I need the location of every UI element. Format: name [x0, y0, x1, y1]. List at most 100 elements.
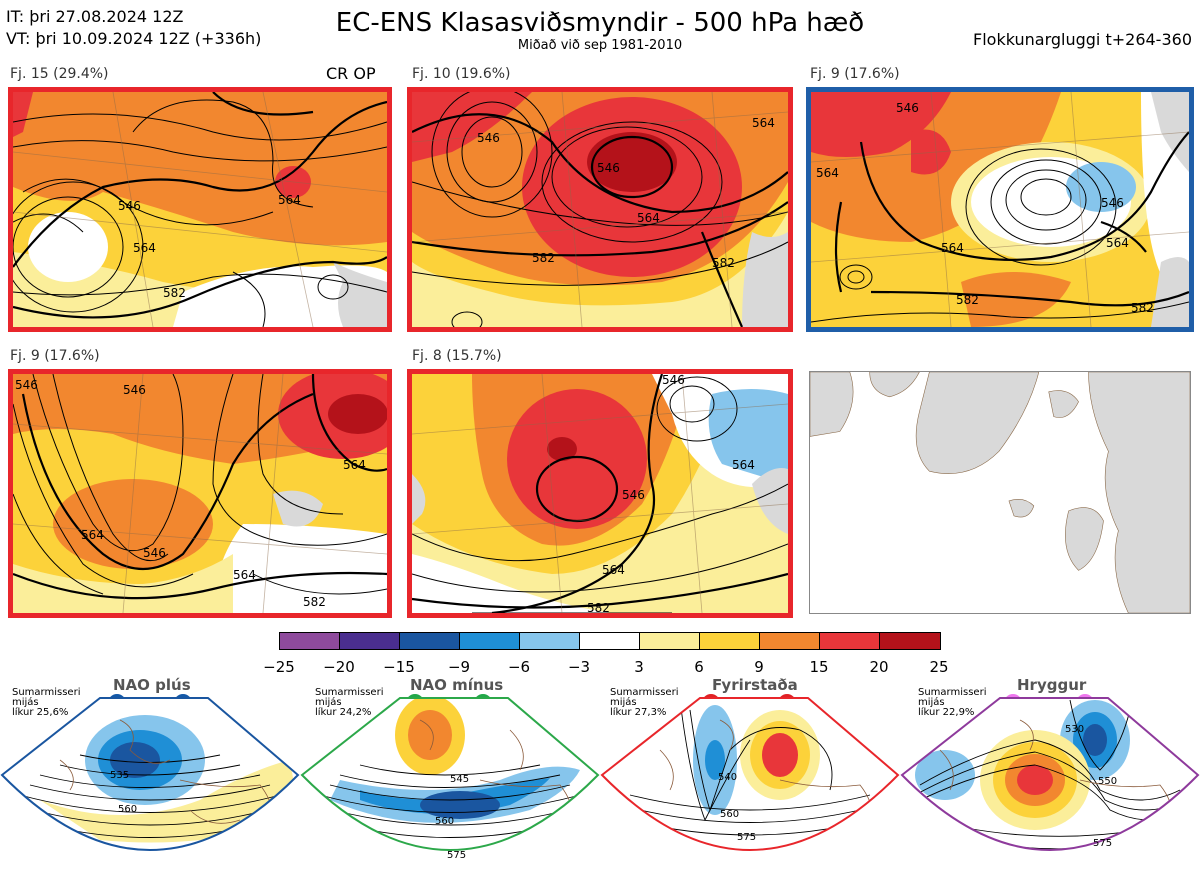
- regime-3-title: Fyrirstaða: [712, 676, 798, 694]
- contour-label: 546: [118, 199, 141, 213]
- contour-label: 582: [163, 286, 186, 300]
- regime-contour-label: 550: [1098, 776, 1117, 787]
- regime-2-title: NAO mínus: [410, 676, 504, 694]
- contour-label: 582: [532, 251, 555, 265]
- contour-label: 564: [637, 211, 660, 225]
- colorbar-cell: [399, 632, 460, 650]
- regime-3-note: Sumarmisseri mijás líkur 27,3%: [610, 688, 678, 718]
- regime-1-title: NAO plús: [113, 676, 191, 694]
- colorbar-tick: 6: [694, 658, 704, 676]
- colorbar: [279, 632, 941, 650]
- colorbar-tick: −20: [323, 658, 355, 676]
- colorbar-cell: [579, 632, 640, 650]
- colorbar-tick: 9: [754, 658, 764, 676]
- regime-contour-label: 530: [1065, 724, 1084, 735]
- regime-season: Sumarmisseri: [315, 687, 384, 698]
- contour-label: 546: [15, 378, 38, 392]
- cluster-map-4[interactable]: 546 546 564 564 546 564 582: [8, 369, 392, 618]
- regime-probability: líkur 24,2%: [315, 707, 372, 718]
- contour-label: 582: [303, 595, 326, 609]
- page-title: EC-ENS Klasasviðsmyndir - 500 hPa hæð: [335, 8, 865, 38]
- colorbar-tick: −9: [447, 658, 471, 676]
- contour-label: 546: [1101, 196, 1124, 210]
- classification-window: Flokkunargluggi t+264-360: [973, 30, 1192, 49]
- colorbar-tick: 3: [634, 658, 644, 676]
- regime-contour-label: 560: [118, 804, 137, 815]
- contour-label: 564: [81, 528, 104, 542]
- panel-1-tag: CR OP: [326, 64, 376, 83]
- panel-3-label: Fj. 9 (17.6%): [810, 66, 900, 82]
- regime-contour-label: 575: [737, 832, 756, 843]
- colorbar-tick: −6: [507, 658, 531, 676]
- contour-label: 546: [143, 546, 166, 560]
- regime-map-nao-minus[interactable]: 545 560 575: [300, 690, 600, 871]
- cluster-map-1[interactable]: 546 564 564 582: [8, 87, 392, 332]
- regime-anchor: mijás: [918, 697, 945, 708]
- regime-4-note: Sumarmisseri mijás líkur 22,9%: [918, 688, 986, 718]
- colorbar-cell: [879, 632, 941, 650]
- contour-label: 582: [712, 256, 735, 270]
- regime-probability: líkur 22,9%: [918, 707, 975, 718]
- contour-label: 582: [956, 293, 979, 307]
- contour-label: 564: [133, 241, 156, 255]
- regime-contour-label: 545: [450, 774, 469, 785]
- regime-contour-label: 560: [435, 816, 454, 827]
- contour-label: 546: [123, 383, 146, 397]
- regime-map-blocking[interactable]: 540 560 575: [600, 690, 900, 871]
- initial-time: IT: þri 27.08.2024 12Z: [6, 7, 184, 26]
- contour-label: 564: [602, 563, 625, 577]
- contour-label: 546: [622, 488, 645, 502]
- colorbar-cell: [759, 632, 820, 650]
- colorbar-cell: [279, 632, 340, 650]
- colorbar-tick: −3: [567, 658, 591, 676]
- panel-1-label: Fj. 15 (29.4%): [10, 66, 109, 82]
- colorbar-tick: 20: [869, 658, 889, 676]
- regime-2-note: Sumarmisseri mijás líkur 24,2%: [315, 688, 383, 718]
- colorbar-cell: [639, 632, 700, 650]
- regime-anchor: mijás: [610, 697, 637, 708]
- regime-contour-label: 575: [447, 850, 466, 861]
- valid-time: VT: þri 10.09.2024 12Z (+336h): [6, 29, 262, 48]
- header-info: IT: þri 27.08.2024 12Z VT: þri 10.09.202…: [6, 6, 261, 50]
- contour-label: 546: [477, 131, 500, 145]
- regime-probability: líkur 25,6%: [12, 707, 69, 718]
- regime-contour-label: 540: [718, 772, 737, 783]
- contour-label: 564: [233, 568, 256, 582]
- regime-4-title: Hryggur: [1017, 676, 1087, 694]
- colorbar-cell: [819, 632, 880, 650]
- contour-label: 564: [278, 193, 301, 207]
- contour-label: 546: [597, 161, 620, 175]
- panel-4-label: Fj. 9 (17.6%): [10, 348, 100, 364]
- cluster-map-2[interactable]: 546 546 564 564 582 582: [407, 87, 793, 332]
- colorbar-tick: −25: [263, 658, 295, 676]
- regime-probability: líkur 27,3%: [610, 707, 667, 718]
- regime-anchor: mijás: [315, 697, 342, 708]
- contour-label: 582: [587, 601, 610, 613]
- regime-season: Sumarmisseri: [610, 687, 679, 698]
- colorbar-cell: [699, 632, 760, 650]
- contour-label: 546: [896, 101, 919, 115]
- panel-5-label: Fj. 8 (15.7%): [412, 348, 502, 364]
- contour-label: 546: [662, 374, 685, 387]
- contour-label: 564: [1106, 236, 1129, 250]
- cluster-map-5[interactable]: 546 564 546 564 582: [407, 369, 793, 618]
- contour-label: 564: [752, 116, 775, 130]
- contour-label: 564: [732, 458, 755, 472]
- regime-contour-label: 535: [110, 770, 129, 781]
- contour-label: 582: [1131, 301, 1154, 315]
- contour-label: 564: [816, 166, 839, 180]
- colorbar-tick: −15: [383, 658, 415, 676]
- regime-anchor: mijás: [12, 697, 39, 708]
- reference-map: [809, 371, 1191, 614]
- colorbar-tick: 25: [929, 658, 949, 676]
- regime-contour-label: 575: [1093, 838, 1112, 849]
- colorbar-tick: 15: [809, 658, 829, 676]
- contour-label: 564: [343, 458, 366, 472]
- regime-map-ridge[interactable]: 530 550 575: [900, 690, 1200, 871]
- colorbar-cell: [459, 632, 520, 650]
- regime-contour-label: 560: [720, 809, 739, 820]
- panel-2-label: Fj. 10 (19.6%): [412, 66, 511, 82]
- regime-season: Sumarmisseri: [918, 687, 987, 698]
- cluster-map-3[interactable]: 564 546 564 546 582 582 564: [806, 87, 1194, 332]
- regime-map-nao-plus[interactable]: 535 560: [0, 690, 300, 871]
